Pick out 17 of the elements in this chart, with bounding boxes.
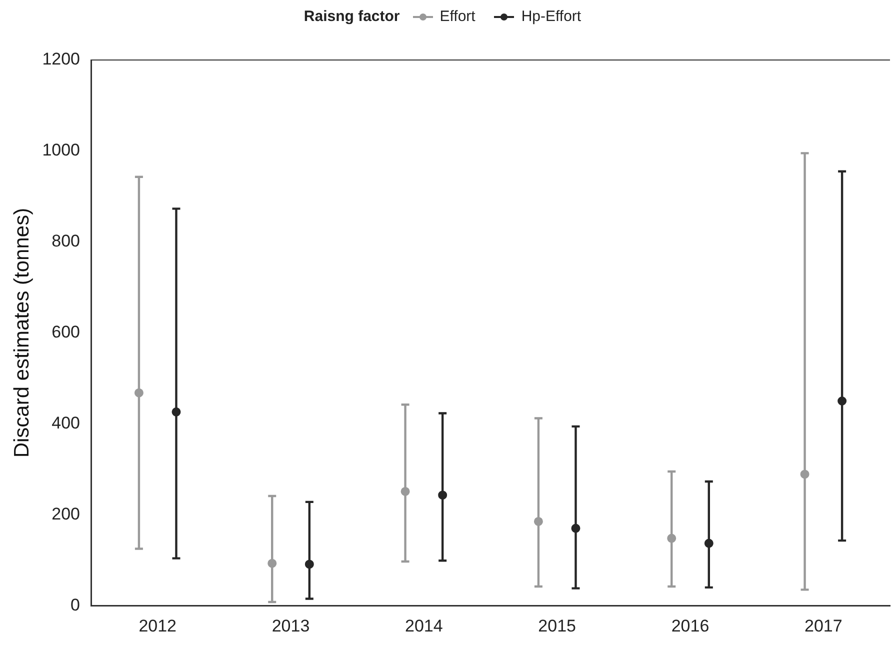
x-tick-label: 2012: [138, 616, 177, 636]
x-tick-label: 2016: [671, 616, 710, 636]
y-tick-label: 1000: [42, 140, 80, 160]
x-tick-label: 2017: [804, 616, 842, 636]
x-tick-label: 2013: [272, 616, 310, 636]
y-tick-label: 0: [70, 595, 80, 614]
legend-title: Raisng factor: [304, 8, 400, 25]
x-tick-label: 2015: [538, 616, 576, 636]
legend-label: Hp-Effort: [521, 8, 582, 25]
x-tick-label: 2014: [405, 616, 443, 636]
y-tick-label: 200: [52, 504, 80, 524]
y-tick-label: 600: [52, 322, 80, 342]
y-axis-title: Discard estimates (tonnes): [10, 208, 34, 458]
y-tick-label: 1200: [42, 50, 80, 69]
y-tick-label: 400: [52, 413, 80, 432]
legend-label: Effort: [440, 8, 476, 25]
y-tick-label: 800: [52, 232, 80, 251]
